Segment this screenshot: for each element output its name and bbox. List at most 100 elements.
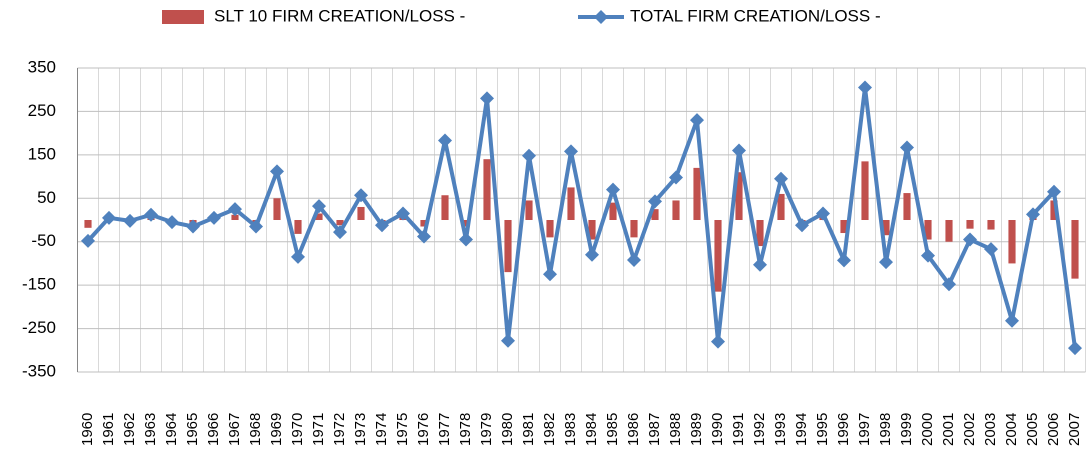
x-tick-label: 1974	[373, 413, 390, 446]
bar	[357, 206, 365, 220]
x-tick-label: 1967	[226, 413, 243, 446]
x-tick-label: 1960	[79, 413, 96, 446]
y-tick-label: 50	[37, 188, 56, 207]
bar	[987, 220, 995, 230]
line-marker	[501, 333, 515, 348]
bar	[546, 220, 554, 238]
x-tick-label: 1984	[583, 413, 600, 446]
x-tick-label: 1988	[667, 413, 684, 446]
line-marker	[81, 233, 95, 248]
x-tick-label: 1964	[163, 413, 180, 446]
x-tick-label: 2004	[1003, 413, 1020, 446]
line-marker	[816, 206, 830, 221]
x-tick-label: 1991	[730, 413, 747, 446]
bar	[672, 200, 680, 220]
legend-marker	[594, 10, 608, 24]
bar	[756, 220, 764, 247]
line-marker	[690, 113, 704, 128]
line-marker	[543, 267, 557, 282]
bar	[966, 220, 974, 229]
x-tick-label: 1968	[247, 413, 264, 446]
x-tick-label: 2006	[1045, 413, 1062, 446]
line-marker	[480, 91, 494, 106]
x-tick-label: 1973	[352, 413, 369, 446]
x-tick-label: 1985	[604, 413, 621, 446]
x-tick-label: 2007	[1066, 413, 1083, 446]
line-marker	[207, 210, 221, 225]
line-marker	[795, 218, 809, 233]
line-marker	[375, 218, 389, 233]
line-marker	[228, 202, 242, 217]
bar	[777, 193, 785, 220]
bar	[630, 220, 638, 238]
x-tick-label: 1986	[625, 413, 642, 446]
x-tick-label: 1962	[121, 413, 138, 446]
line-marker	[942, 277, 956, 292]
bar	[525, 200, 533, 220]
line-marker	[522, 148, 536, 163]
x-tick-label: 1990	[709, 413, 726, 446]
x-tick-label: 1995	[814, 413, 831, 446]
line-marker	[732, 143, 746, 158]
legend-label: SLT 10 FIRM CREATION/LOSS -	[214, 6, 465, 25]
line-marker	[123, 213, 137, 228]
line-marker	[963, 232, 977, 247]
x-tick-label: 1983	[562, 413, 579, 446]
bar	[735, 172, 743, 220]
line-marker	[102, 210, 116, 225]
x-tick-label: 2000	[919, 413, 936, 446]
line-marker	[753, 257, 767, 272]
x-tick-label: 1966	[205, 413, 222, 446]
line-marker	[312, 199, 326, 214]
bar	[588, 220, 596, 240]
bar	[651, 209, 659, 220]
line-marker	[837, 253, 851, 268]
x-tick-label: 1971	[310, 413, 327, 446]
bar	[315, 213, 323, 220]
bar	[567, 187, 575, 220]
x-tick-label: 1981	[520, 413, 537, 446]
line-marker	[648, 194, 662, 209]
line-marker	[417, 229, 431, 244]
x-tick-label: 1987	[646, 413, 663, 446]
bar	[420, 220, 428, 227]
x-tick-label: 1969	[268, 413, 285, 446]
legend-swatch	[162, 10, 204, 24]
bar	[1050, 200, 1058, 220]
y-tick-label: -50	[31, 231, 56, 250]
y-tick-label: -350	[22, 361, 56, 380]
line-marker	[984, 242, 998, 257]
x-tick-label: 1965	[184, 413, 201, 446]
x-tick-label: 1977	[436, 413, 453, 446]
bar	[924, 220, 932, 240]
line-marker	[921, 248, 935, 263]
x-tick-label: 1961	[100, 413, 117, 446]
line-marker	[1005, 313, 1019, 328]
x-tick-label: 1994	[793, 413, 810, 446]
x-tick-label: 1998	[877, 413, 894, 446]
x-tick-label: 1972	[331, 413, 348, 446]
bar	[462, 220, 470, 227]
line-marker	[270, 164, 284, 179]
bar	[945, 220, 953, 242]
x-tick-label: 1982	[541, 413, 558, 446]
x-tick-label: 1963	[142, 413, 159, 446]
bar	[294, 220, 302, 234]
bar	[483, 159, 491, 220]
bar	[1008, 220, 1016, 264]
line-marker	[585, 247, 599, 262]
line-marker	[249, 219, 263, 234]
x-tick-label: 1978	[457, 413, 474, 446]
line-marker	[711, 334, 725, 349]
line-marker	[900, 140, 914, 155]
y-tick-label: -250	[22, 318, 56, 337]
x-tick-label: 1992	[751, 413, 768, 446]
bar	[861, 161, 869, 220]
bar	[882, 220, 890, 236]
line-marker	[774, 171, 788, 186]
bar	[84, 220, 92, 228]
bar	[336, 220, 344, 226]
x-tick-label: 1989	[688, 413, 705, 446]
legend-label: TOTAL FIRM CREATION/LOSS -	[630, 6, 881, 25]
